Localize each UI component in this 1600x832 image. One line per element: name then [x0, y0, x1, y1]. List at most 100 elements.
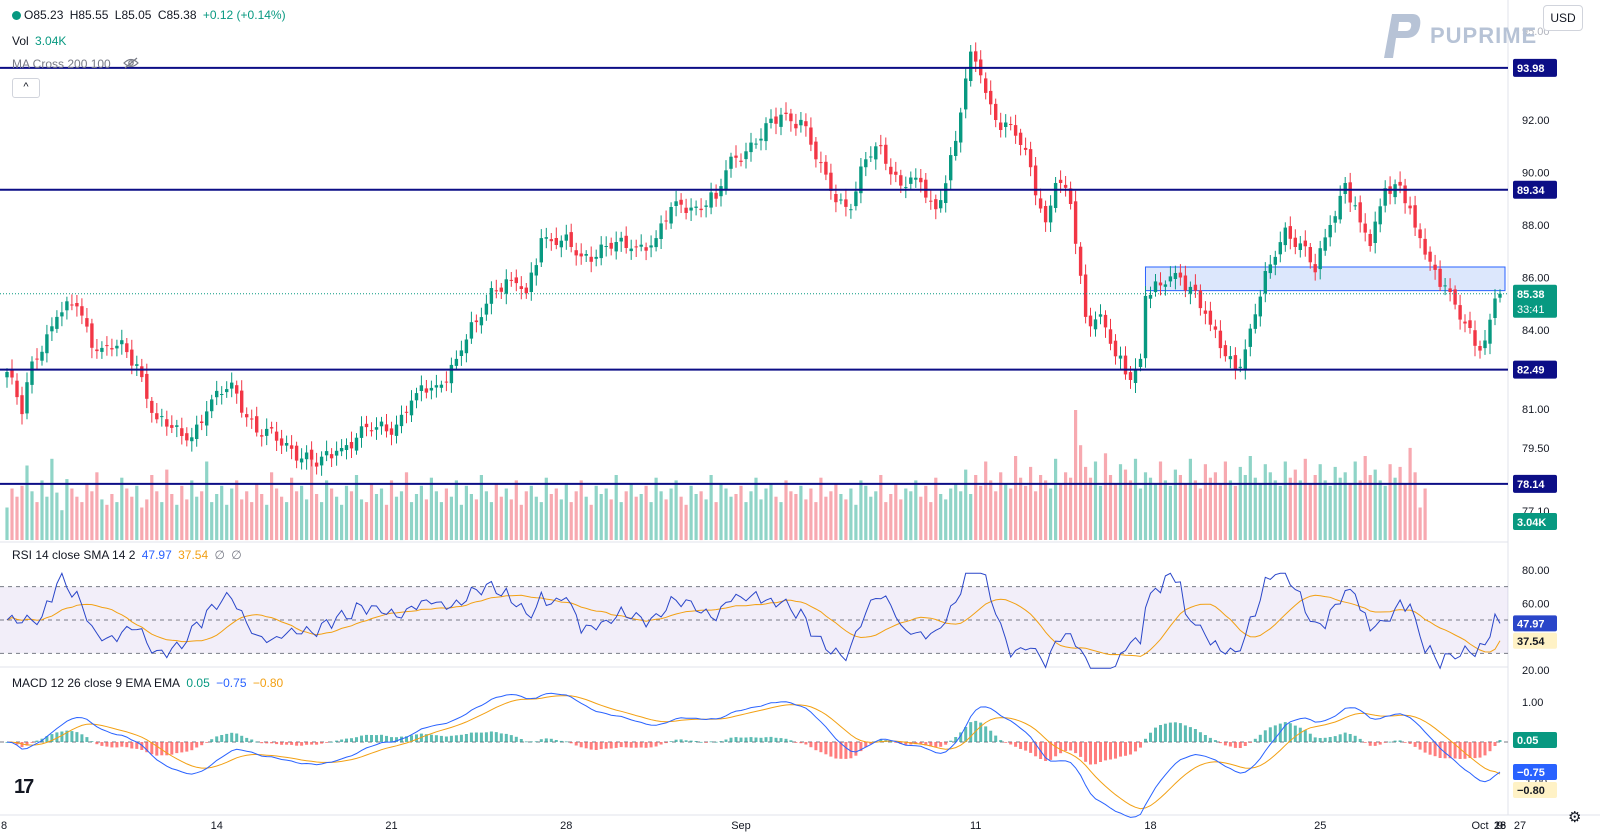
macd-histogram-bar [1313, 737, 1317, 742]
candle-body [1253, 314, 1257, 329]
tradingview-logo[interactable]: 17 [14, 776, 34, 798]
volume-bar [564, 483, 568, 540]
candle-body [919, 177, 923, 183]
volume-bar [1218, 483, 1222, 540]
volume-bar [344, 485, 349, 540]
volume-bar [729, 496, 733, 540]
macd-histogram-bar [335, 740, 339, 742]
rsi-sma-badge [1513, 632, 1557, 649]
candle-body [509, 279, 513, 281]
candle-body [589, 256, 593, 262]
candle-body [235, 385, 239, 394]
candle-body [1423, 238, 1427, 255]
macd-histogram-bar [1009, 742, 1013, 745]
volume-bar [839, 494, 843, 540]
macd-histogram-bar [434, 735, 438, 742]
candle-body [35, 358, 39, 360]
candle-body [175, 425, 179, 427]
candle-body [1038, 198, 1043, 209]
candle-body [50, 326, 54, 332]
volume-bar [5, 507, 9, 540]
candle-body [769, 118, 773, 123]
macd-histogram-bar [1084, 742, 1088, 762]
macd-histogram-bar [1154, 727, 1157, 742]
macd-histogram-bar [1178, 723, 1182, 742]
volume-bar [1009, 488, 1013, 540]
volume-bar [25, 465, 29, 540]
volume-bar [699, 491, 703, 541]
volume-bar [65, 479, 69, 540]
volume-bar [909, 491, 913, 541]
macd-histogram-bar [964, 727, 968, 742]
volume-bar [974, 475, 978, 540]
volume-bar [90, 491, 94, 541]
candle-body [1098, 314, 1103, 317]
eye-hidden-icon[interactable] [123, 57, 139, 69]
macd-histogram-bar [1238, 742, 1242, 748]
macd-histogram-bar [1493, 742, 1497, 746]
volume-bar [489, 502, 493, 540]
macd-histogram-bar [789, 740, 793, 742]
macd-histogram-bar [644, 742, 648, 748]
volume-bar [504, 488, 508, 540]
volume-bar [764, 488, 768, 540]
candle-body [240, 390, 244, 413]
volume-bar [300, 485, 304, 540]
volume-bar [1338, 477, 1342, 540]
macd-histogram-bar [859, 742, 863, 752]
candle-body [559, 240, 563, 248]
volume-bar [1378, 480, 1382, 540]
macd-histogram-bar [60, 731, 64, 742]
candle-body [584, 254, 588, 256]
candle-body [999, 122, 1003, 130]
volume-bar [684, 504, 688, 540]
currency-button[interactable]: USD [1543, 5, 1583, 31]
macd-histogram-bar [375, 735, 378, 742]
volume-bar [1079, 445, 1083, 540]
macd-histogram-bar [504, 733, 508, 742]
macd-histogram-bar [939, 742, 943, 747]
candle-body [1108, 329, 1113, 344]
ma-legend[interactable]: MA Cross 200 100 [12, 57, 139, 71]
macd-histogram-bar [1208, 737, 1212, 742]
candle-body [934, 199, 938, 210]
volume-bar [165, 469, 169, 540]
candle-body [1153, 281, 1158, 293]
volume-bar [1034, 491, 1038, 541]
macd-histogram-bar [1363, 742, 1367, 743]
macd-histogram-bar [959, 732, 963, 742]
candle-body [844, 199, 848, 207]
macd-histogram-bar [924, 742, 928, 746]
macd-histogram-bar [1034, 742, 1038, 757]
candle-body [284, 443, 289, 446]
candle-body [1228, 356, 1233, 360]
macd-histogram-bar [1373, 742, 1377, 746]
macd-histogram-bar [739, 737, 743, 742]
macd-histogram-bar [1114, 742, 1117, 759]
rsi-tick-label: 80.00 [1522, 565, 1550, 577]
candle-body [1063, 184, 1068, 188]
collapse-legend-button[interactable]: ^ [12, 78, 40, 98]
volume-bar [614, 475, 618, 540]
macd-histogram-bar [1473, 742, 1477, 759]
volume-bar [305, 499, 309, 540]
volume-bar [1398, 466, 1402, 540]
macd-histogram-bar [659, 742, 663, 745]
settings-icon[interactable]: ⚙ [1568, 809, 1582, 826]
volume-bar [30, 491, 34, 541]
candle-body [709, 192, 713, 208]
candle-body [160, 416, 164, 418]
macd-histogram-bar [574, 742, 578, 746]
volume-bar [1348, 483, 1352, 540]
macd-histogram-bar [330, 741, 334, 743]
macd-histogram-bar [689, 740, 693, 742]
volume-bar [1423, 488, 1427, 540]
macd-histogram-bar [275, 742, 279, 745]
candle-body [604, 246, 608, 247]
volume-bar [1268, 472, 1272, 540]
macd-histogram-bar [100, 742, 104, 746]
candle-body [644, 247, 648, 251]
volume-bar [1113, 483, 1118, 540]
candle-body [20, 395, 24, 415]
